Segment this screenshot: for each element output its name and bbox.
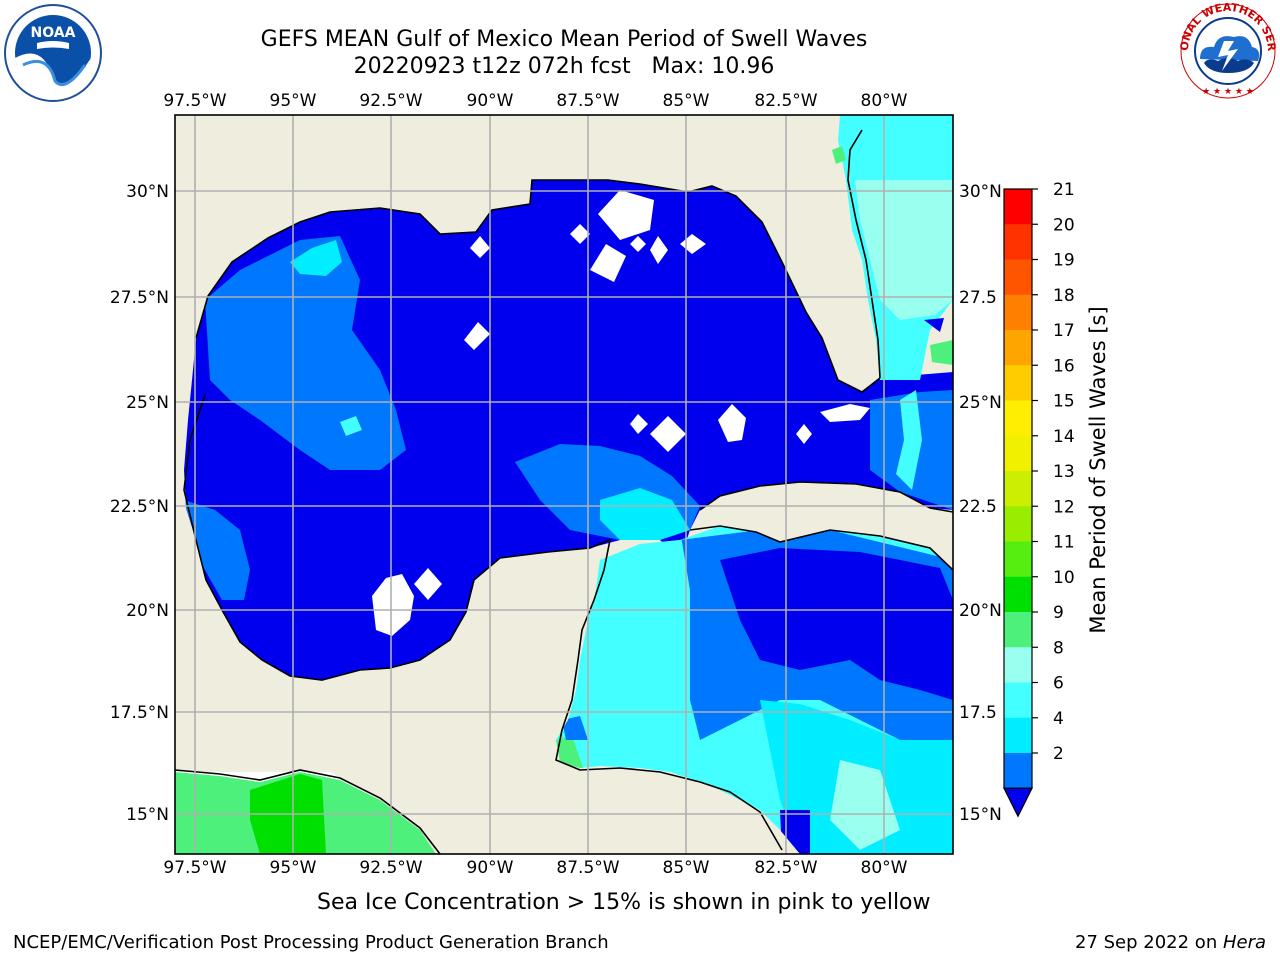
- chart-title: GEFS MEAN Gulf of Mexico Mean Period of …: [260, 27, 868, 52]
- colorbar-segment: [1004, 612, 1032, 648]
- lon-tick-top: 90°W: [467, 91, 514, 111]
- footer-host: Hera: [1222, 932, 1266, 953]
- colorbar-segment: [1004, 400, 1032, 437]
- colorbar-tick-label: 16: [1053, 356, 1075, 376]
- lat-tick-right: 20°N: [959, 601, 1002, 621]
- colorbar-segment: [1004, 647, 1032, 683]
- lon-tick-top: 97.5°W: [163, 91, 226, 111]
- colorbar-segment: [1004, 506, 1032, 542]
- colorbar-tick-label: 9: [1053, 603, 1064, 623]
- lat-tick-right: 15°N: [959, 805, 1002, 825]
- colorbar: 21 20 19 18 17 16 15 14 13 12 11 10 9 8 6 4 2: [1003, 180, 1075, 818]
- lon-tick-top: 95°W: [270, 91, 317, 111]
- lat-tick-left: 22.5°N: [110, 497, 169, 517]
- colorbar-segment: [1004, 365, 1032, 401]
- nws-logo-icon: NATIONAL WEATHER SERVICE ★ ★ ★ ★ ★: [1178, 1, 1278, 99]
- footer-credit: NCEP/EMC/Verification Post Processing Pr…: [13, 932, 609, 953]
- map-frame: [174, 114, 954, 855]
- colorbar-tick-label: 19: [1053, 251, 1075, 271]
- lat-tick-right: 27.5: [959, 288, 997, 308]
- colorbar-segment: [1004, 471, 1032, 507]
- colorbar-segment: [1004, 259, 1032, 296]
- noaa-logo-icon: NOAA: [4, 4, 102, 102]
- colorbar-tick-label: 17: [1053, 321, 1075, 341]
- footer-date: 27 Sep 2022 on Hera: [1075, 932, 1266, 953]
- sea-ice-note: Sea Ice Concentration > 15% is shown in …: [317, 890, 931, 915]
- colorbar-tick-label: 12: [1053, 497, 1075, 517]
- colorbar-tick-label: 6: [1053, 674, 1064, 694]
- lon-tick-bottom: 80°W: [861, 858, 908, 878]
- lat-tick-left: 15°N: [126, 805, 169, 825]
- colorbar-tick-label: 4: [1053, 709, 1064, 729]
- colorbar-segment: [1004, 189, 1032, 225]
- colorbar-segment: [1004, 294, 1032, 331]
- colorbar-tick-label: 11: [1053, 533, 1075, 553]
- colorbar-frame: [1003, 188, 1033, 789]
- colorbar-segment: [1004, 541, 1032, 578]
- lat-tick-right: 17.5: [959, 703, 997, 723]
- colorbar-tick-label: 18: [1053, 286, 1075, 306]
- colorbar-segment: [1004, 717, 1032, 754]
- colorbar-segment: [1004, 753, 1032, 789]
- lon-tick-top: 87.5°W: [556, 91, 619, 111]
- lon-tick-bottom: 92.5°W: [359, 858, 422, 878]
- lon-tick-bottom: 82.5°W: [754, 858, 817, 878]
- lon-tick-bottom: 90°W: [467, 858, 514, 878]
- colorbar-tick-label: 21: [1053, 180, 1075, 200]
- colorbar-tick-label: 10: [1053, 568, 1075, 588]
- chart-subtitle: 20220923 t12z 072h fcst Max: 10.96: [353, 54, 775, 79]
- colorbar-segment: [1004, 435, 1032, 472]
- lon-tick-bottom: 95°W: [270, 858, 317, 878]
- lat-tick-left: 25°N: [126, 393, 169, 413]
- lat-tick-left: 27.5°N: [110, 288, 169, 308]
- colorbar-tick-label: 14: [1053, 427, 1075, 447]
- colorbar-extend-arrow: [1003, 787, 1033, 818]
- lat-tick-left: 20°N: [126, 601, 169, 621]
- lon-tick-bottom: 85°W: [663, 858, 710, 878]
- lon-tick-bottom: 87.5°W: [556, 858, 619, 878]
- lon-tick-top: 82.5°W: [754, 91, 817, 111]
- svg-text:★ ★ ★ ★ ★: ★ ★ ★ ★ ★: [1202, 87, 1254, 97]
- colorbar-segment: [1004, 330, 1032, 366]
- colorbar-tick-label: 2: [1053, 744, 1064, 764]
- lat-tick-right: 30°N: [959, 182, 1002, 202]
- lat-tick-left: 30°N: [126, 182, 169, 202]
- colorbar-tick-label: 13: [1053, 462, 1075, 482]
- noaa-logo-text: NOAA: [31, 25, 76, 41]
- colorbar-tick-label: 15: [1053, 392, 1075, 412]
- colorbar-tick-label: 8: [1053, 638, 1064, 658]
- colorbar-segment: [1004, 576, 1032, 613]
- colorbar-segment: [1004, 224, 1032, 260]
- lat-tick-right: 25°N: [959, 393, 1002, 413]
- lon-tick-bottom: 97.5°W: [163, 858, 226, 878]
- lon-tick-top: 85°W: [663, 91, 710, 111]
- colorbar-segment: [1004, 682, 1032, 719]
- colorbar-tick-label: 20: [1053, 215, 1075, 235]
- lat-tick-left: 17.5°N: [110, 703, 169, 723]
- lon-tick-top: 80°W: [861, 91, 908, 111]
- lon-tick-top: 92.5°W: [359, 91, 422, 111]
- lat-tick-right: 22.5: [959, 497, 997, 517]
